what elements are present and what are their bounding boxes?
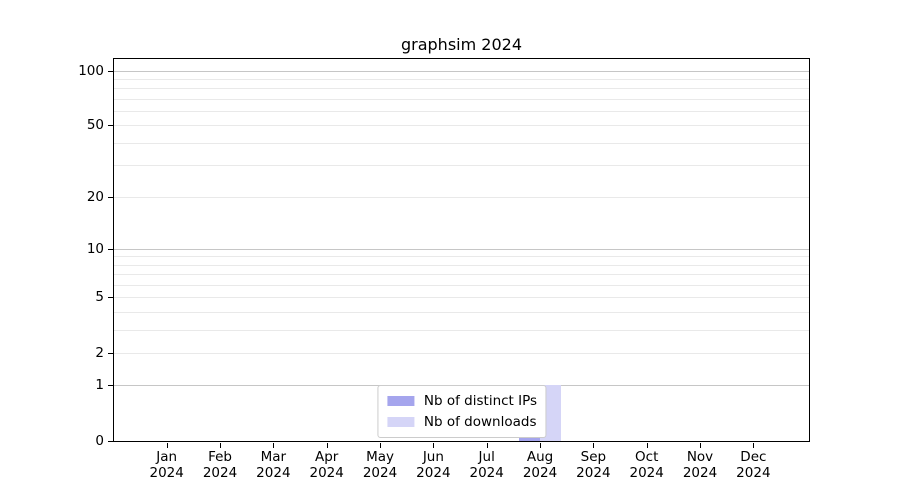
x-tick-mark: [433, 443, 435, 448]
legend-label-downloads: Nb of downloads: [423, 414, 537, 430]
y-axis-tick-label: 0: [95, 433, 104, 449]
gridline-minor: [114, 98, 809, 100]
gridline-minor: [114, 297, 809, 299]
y-axis-tick-label: 50: [86, 117, 104, 134]
legend-swatch-distinct-ips-icon: [386, 396, 414, 406]
gridline-minor: [114, 274, 809, 276]
gridline-minor: [114, 264, 809, 266]
gridline-minor: [114, 111, 809, 112]
x-axis-tick-label: Feb 2024: [202, 449, 238, 481]
gridline-minor: [114, 284, 809, 286]
x-axis-tick-label: Dec 2024: [736, 449, 771, 481]
y-axis-tick-label: 5: [95, 289, 104, 306]
x-axis-tick-label: Jul 2024: [469, 449, 504, 481]
y-axis-tick-label: 1: [95, 377, 104, 394]
x-axis-tick-label: Nov 2024: [682, 449, 718, 481]
gridline-minor: [114, 88, 809, 90]
gridline-minor: [114, 352, 809, 354]
y-tick-mark: [108, 125, 114, 127]
x-tick-mark: [540, 443, 542, 448]
legend-item-distinct-ips: Nb of distinct IPs: [386, 392, 538, 410]
x-tick-mark: [593, 443, 595, 448]
gridline-minor: [114, 125, 809, 127]
legend-item-downloads: Nb of downloads: [386, 413, 537, 431]
x-axis-tick-label: Aug 2024: [522, 449, 558, 481]
gridline-minor: [114, 78, 809, 80]
gridline-minor: [114, 311, 809, 313]
gridline-minor: [114, 142, 809, 144]
y-tick-mark: [108, 441, 114, 442]
x-axis-tick-label: Mar 2024: [256, 449, 291, 481]
legend-swatch-downloads-icon: [386, 417, 414, 427]
gridline-minor: [114, 196, 809, 198]
legend: Nb of distinct IPs Nb of downloads: [376, 385, 547, 438]
legend-label-distinct-ips: Nb of distinct IPs: [423, 393, 538, 409]
x-tick-mark: [380, 443, 382, 448]
x-tick-mark: [166, 443, 168, 448]
y-tick-mark: [108, 196, 114, 198]
gridline-minor: [114, 256, 809, 258]
x-axis-tick-label: Sep 2024: [576, 449, 611, 481]
y-axis-tick-label: 10: [86, 240, 104, 257]
y-axis-tick-label: 20: [86, 188, 104, 205]
x-tick-mark: [326, 443, 328, 448]
x-tick-mark: [273, 443, 275, 448]
x-axis-tick-label: May 2024: [362, 449, 398, 481]
y-axis-tick-label: 100: [78, 62, 104, 79]
gridline-major: [114, 248, 809, 250]
y-tick-mark: [108, 352, 114, 354]
y-tick-mark: [108, 385, 114, 387]
x-axis-tick-label: Jun 2024: [416, 449, 451, 481]
gridline-minor: [114, 165, 809, 167]
chart-title: graphsim 2024: [400, 35, 522, 54]
y-tick-mark: [108, 70, 114, 72]
y-axis-tick-label: 2: [95, 344, 104, 361]
x-tick-mark: [700, 443, 702, 448]
x-axis-tick-label: Oct 2024: [629, 449, 664, 481]
x-tick-mark: [220, 443, 222, 448]
plot-area: Nb of distinct IPs Nb of downloads: [113, 58, 810, 442]
x-tick-mark: [753, 443, 755, 448]
gridline-major: [114, 70, 809, 72]
y-tick-mark: [108, 248, 114, 250]
x-axis-tick-label: Apr 2024: [309, 449, 344, 481]
y-tick-mark: [108, 297, 114, 299]
x-axis-tick-label: Jan 2024: [149, 449, 184, 481]
x-tick-mark: [486, 443, 488, 448]
x-tick-mark: [646, 443, 648, 448]
gridline-minor: [114, 329, 809, 331]
